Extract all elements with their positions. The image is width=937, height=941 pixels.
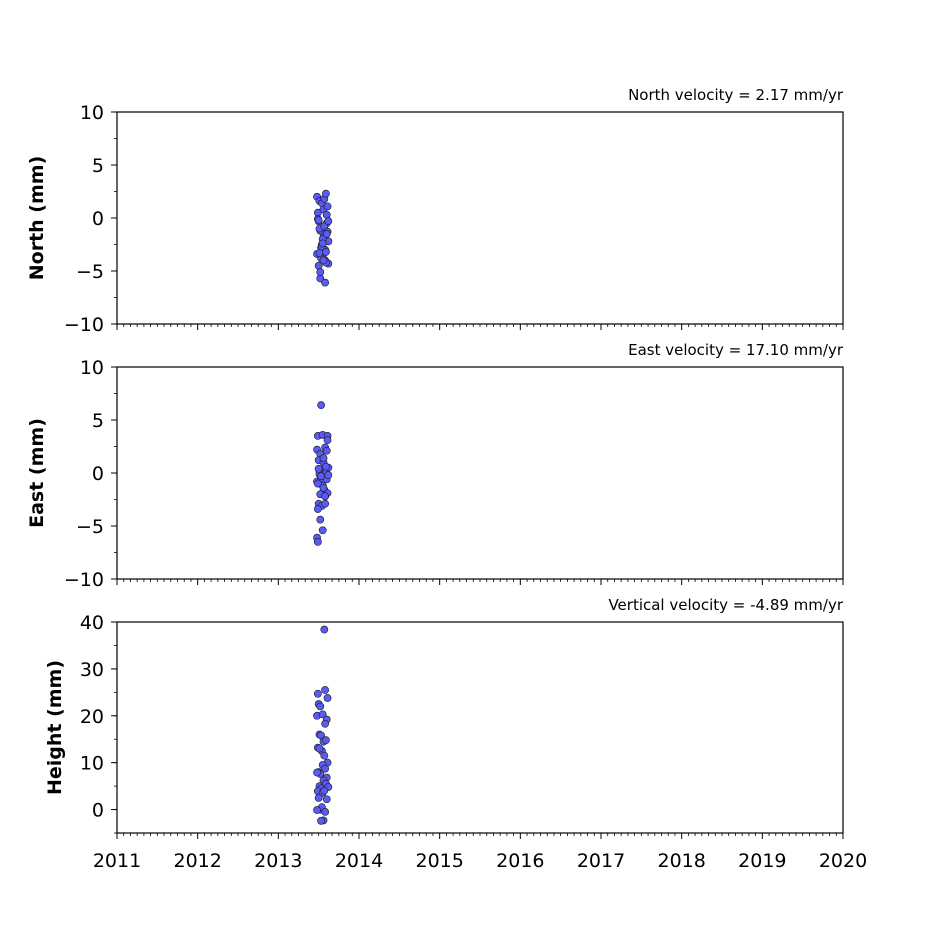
data-point [315,249,324,257]
data-point [314,793,323,802]
data-point [319,454,328,463]
panel-title: East velocity = 17.10 mm/yr [628,341,844,359]
data-point [319,256,328,265]
y-tick-label: 5 [92,410,104,432]
panel-height: 2011 2012 2013 2014 2015 2016 2017 2018 2019 2020… [44,596,867,872]
data-point [321,764,330,773]
y-axis-label: East (mm) [26,418,48,528]
y-tick-label: −10 [64,569,104,591]
data-point [321,719,330,728]
panel-title: Vertical velocity = -4.89 mm/yr [608,596,843,614]
axes-frame-east [116,366,844,580]
y-tick-label: 10 [80,753,104,775]
data-point [313,479,322,488]
panel-north: −10 −5 0 5 10 North velocity = 2.17 mm/yr Nort… [26,86,844,336]
panel-east: −10 −5 0 5 10 East velocity = 17.10 mm/yr East… [26,341,844,591]
y-tick-label: 0 [92,208,104,230]
data-point [314,464,323,473]
data-point [317,472,325,481]
y-tick-label: 40 [80,612,104,634]
data-point [316,702,325,711]
data-point [320,786,329,795]
data-point [320,751,329,760]
data-point [314,216,323,225]
x-tick-label: 2018 [657,850,705,872]
panel-title: North velocity = 2.17 mm/yr [628,86,844,104]
data-point [324,217,333,226]
data-point [318,526,327,535]
x-tick-label: 2014 [335,850,383,872]
data-point [316,515,325,524]
data-point [322,189,330,198]
axes-frame-height [116,621,844,834]
data-point [324,471,333,480]
y-tick-label: 10 [80,357,104,379]
x-tick-label: 2019 [738,850,786,872]
y-tick-label: −10 [64,314,104,336]
data-point [323,436,332,445]
data-point [322,210,331,219]
axes-frame-north [116,111,844,325]
y-tick-label: −5 [76,261,104,283]
data-point [313,505,322,513]
x-tick-label: 2020 [819,850,867,872]
y-axis-label: North (mm) [26,156,48,281]
x-tick-label: 2016 [496,850,544,872]
y-tick-label: 30 [80,659,104,681]
data-point [318,710,327,719]
y-tick-label: 10 [80,102,104,124]
y-tick-label: 20 [80,706,104,728]
x-tick-label: 2017 [577,850,625,872]
data-point [318,239,327,248]
data-point [322,446,331,455]
data-point [321,492,330,501]
data-point [317,816,325,825]
data-point [320,625,329,634]
data-point [322,462,330,471]
data-point [321,808,330,816]
data-point [319,483,328,492]
data-point [313,689,322,698]
y-tick-label: −5 [76,516,104,538]
x-tick-label: 2011 [93,850,141,872]
data-point [322,736,330,745]
data-point [323,694,332,702]
data-point [317,401,325,410]
data-point [316,268,325,276]
data-point [321,278,330,287]
data-point [323,202,332,211]
data-point [321,686,330,694]
data-point [322,229,331,238]
data-point [313,768,321,777]
data-point [322,795,331,804]
y-tick-label: 5 [92,155,104,177]
x-tick-label: 2015 [415,850,463,872]
data-point [322,248,330,256]
x-tick-label: 2013 [254,850,302,872]
y-tick-label: 0 [92,800,104,822]
data-point [321,499,330,508]
data-point [313,806,321,814]
y-axis-label: Height (mm) [44,660,66,795]
data-point [315,744,324,753]
x-tick-label: 2012 [173,850,221,872]
data-point [313,538,322,546]
y-tick-label: 0 [92,463,104,485]
